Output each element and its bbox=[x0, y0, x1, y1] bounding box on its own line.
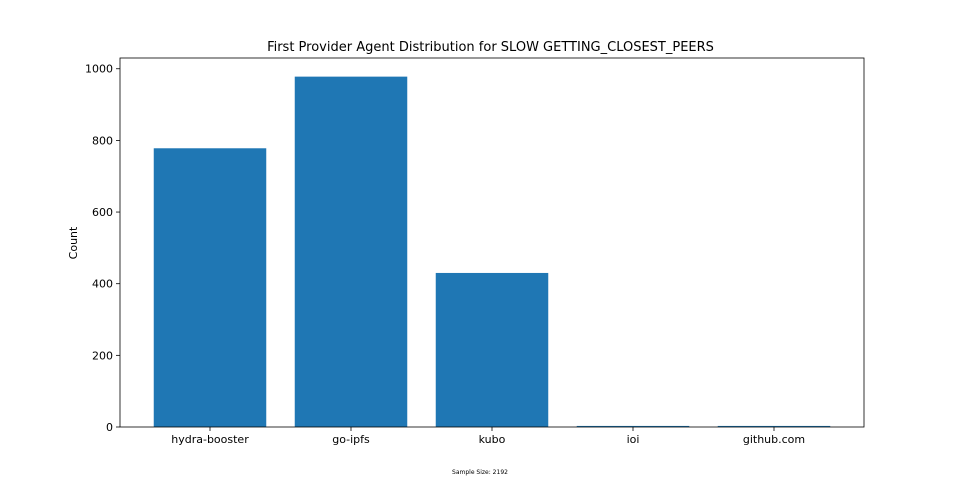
x-tick-label: go-ipfs bbox=[332, 433, 370, 446]
x-tick-label: github.com bbox=[743, 433, 805, 446]
y-tick-label: 400 bbox=[92, 278, 113, 291]
bar-kubo bbox=[435, 272, 549, 427]
y-tick-label: 1000 bbox=[85, 63, 113, 76]
sample-size-note: Sample Size: 2192 bbox=[452, 469, 508, 476]
y-tick-label: 200 bbox=[92, 349, 113, 362]
chart-title: First Provider Agent Distribution for SL… bbox=[267, 40, 714, 55]
y-tick-label: 0 bbox=[106, 421, 113, 434]
plot-frame bbox=[119, 57, 865, 428]
x-tick-label: kubo bbox=[479, 433, 506, 446]
bars-layer bbox=[153, 76, 831, 427]
y-tick-label: 800 bbox=[92, 134, 113, 147]
y-axis-label: Count bbox=[67, 226, 80, 259]
y-tick-label: 600 bbox=[92, 206, 113, 219]
x-tick-label: hydra-booster bbox=[171, 433, 249, 446]
axes-layer: hydra-booster go-ipfs kubo ioi github.com 0 20… bbox=[85, 57, 865, 446]
bar-github-com bbox=[717, 425, 831, 427]
bar-go-ipfs bbox=[294, 76, 408, 427]
bar-ioi bbox=[576, 425, 690, 427]
bar-hydra-booster bbox=[153, 148, 267, 427]
x-tick-label: ioi bbox=[627, 433, 640, 446]
